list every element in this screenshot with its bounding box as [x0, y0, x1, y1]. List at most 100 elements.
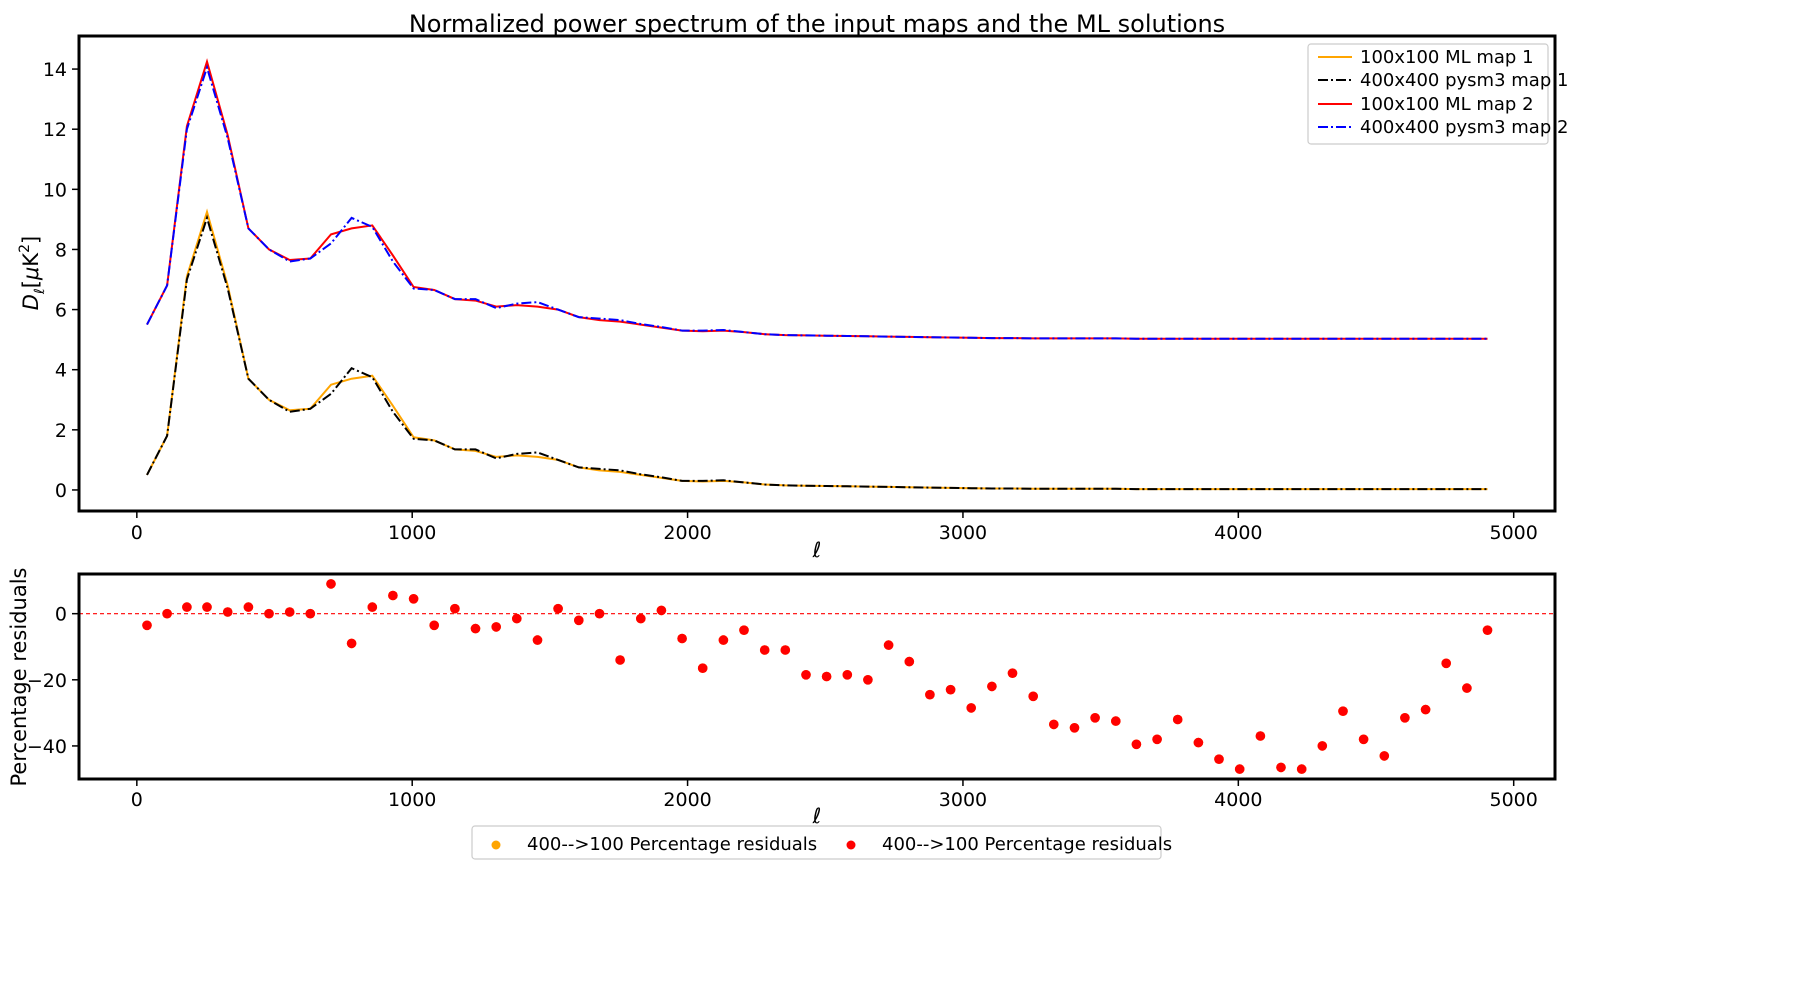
top-x-tick-label: 2000: [663, 522, 711, 544]
ylabel-unit: K: [19, 252, 43, 267]
top-x-tick-label: 1000: [388, 522, 436, 544]
residual-point-red: [1358, 734, 1369, 745]
residual-point-red: [1069, 723, 1080, 733]
bottom-x-tick-label: 4000: [1214, 789, 1262, 811]
legend-label-pysm3-map-2: 400x400 pysm3 map 2: [1360, 117, 1568, 138]
bottom-y-tick-label: −40: [27, 736, 67, 758]
legend-label-ml-map-1: 100x100 ML map 1: [1360, 47, 1534, 68]
residual-point-red: [284, 607, 295, 617]
residual-point-red: [1441, 658, 1451, 669]
ylabel-sup: 2: [17, 244, 33, 253]
residual-point-red: [243, 602, 254, 612]
residual-point-red: [346, 638, 357, 649]
residual-point-red: [1234, 764, 1245, 774]
residual-point-red: [512, 613, 522, 624]
residual-point-red: [883, 640, 894, 650]
residual-point-red: [966, 703, 976, 713]
bottom-axis-ticks: 0 1000 2000 3000 4000 5000 −40 −20 0: [27, 604, 1538, 811]
top-x-tick-label: 3000: [939, 522, 987, 544]
residual-point-red: [1276, 762, 1286, 773]
residual-point-red: [142, 620, 152, 631]
power-spectrum-chart: Normalized power spectrum of the input m…: [17, 10, 1568, 562]
residual-point-red: [1482, 625, 1493, 635]
residual-point-red: [1400, 713, 1410, 723]
bottom-y-axis-label: Percentage residuals: [7, 568, 31, 787]
legend-label-residuals-orange: 400-->100 Percentage residuals: [527, 834, 817, 855]
series-line-pysm3-map-1: [146, 214, 1488, 491]
ylabel-bracket-open: [: [19, 280, 43, 288]
top-legend-box: [1307, 43, 1549, 145]
residual-point-red: [821, 671, 832, 682]
top-y-tick-label: 0: [55, 480, 67, 502]
residual-point-red: [594, 608, 605, 619]
residual-point-red: [780, 645, 791, 655]
residual-point-red: [615, 655, 625, 665]
residual-point-red: [450, 603, 460, 614]
residual-point-red: [367, 602, 378, 612]
residual-point-red: [202, 602, 212, 612]
residual-point-red: [739, 625, 749, 635]
top-x-axis-label: ℓ: [812, 538, 822, 562]
residual-point-red: [697, 663, 708, 673]
residual-point-red: [553, 603, 563, 614]
top-y-axis-label: Dℓ[μK2]: [17, 236, 48, 310]
bottom-legend-box: [471, 825, 1162, 860]
top-legend: 100x100 ML map 1 400x400 pysm3 map 1 100…: [1307, 43, 1568, 145]
residual-point-red: [1296, 764, 1307, 774]
top-y-tick-label: 14: [43, 59, 67, 81]
top-y-tick-label: 10: [43, 179, 67, 201]
residual-point-red: [842, 670, 853, 680]
residual-point-red: [904, 656, 915, 667]
series-line-pysm3-map-2: [146, 64, 1488, 340]
top-y-tick-label: 4: [55, 360, 67, 382]
bottom-x-tick-label: 0: [131, 789, 143, 811]
legend-marker-orange: [491, 840, 501, 850]
bottom-y-tick-label: 0: [55, 604, 67, 626]
residual-point-red: [945, 684, 956, 695]
residual-point-red: [759, 645, 770, 655]
residual-point-red: [1214, 754, 1224, 764]
residual-point-red: [162, 608, 172, 619]
residual-point-red: [388, 590, 398, 601]
residual-point-red: [1028, 691, 1038, 702]
residuals-chart: 0 1000 2000 3000 4000 5000 −40 −20 0 ℓ Percentag…: [7, 568, 1557, 860]
residual-point-red: [222, 607, 233, 617]
residual-point-red: [326, 579, 336, 589]
top-y-tick-label: 2: [55, 420, 67, 442]
top-y-tick-label: 12: [43, 119, 67, 141]
residual-point-red: [656, 605, 667, 616]
top-y-tick-label: 6: [55, 300, 67, 322]
residual-point-red: [718, 635, 729, 645]
residual-point-red: [1193, 737, 1204, 748]
series-line-ml-map-2: [146, 58, 1488, 340]
residual-point-red: [636, 613, 646, 624]
residual-point-red: [574, 615, 584, 626]
top-plot-frame: [77, 34, 1557, 513]
residual-points: [142, 579, 1493, 774]
top-axis-ticks: 0 1000 2000 3000 4000 5000 0 2 4 6 8 10 12 14: [43, 59, 1538, 544]
bottom-x-tick-label: 2000: [663, 789, 711, 811]
residual-point-red: [1255, 731, 1266, 741]
ylabel-bracket-close: ]: [19, 236, 43, 244]
residual-point-red: [925, 689, 935, 700]
top-series-lines: [146, 58, 1488, 491]
residual-point-red: [305, 608, 316, 619]
top-x-tick-label: 5000: [1490, 522, 1538, 544]
residual-point-red: [1049, 719, 1059, 730]
residual-point-red: [1131, 739, 1142, 750]
bottom-x-tick-label: 3000: [939, 789, 987, 811]
legend-label-residuals-red: 400-->100 Percentage residuals: [882, 834, 1172, 855]
residual-point-red: [801, 670, 811, 680]
bottom-x-tick-label: 5000: [1490, 789, 1538, 811]
bottom-y-tick-label: −20: [27, 670, 67, 692]
legend-label-ml-map-2: 100x100 ML map 2: [1360, 94, 1534, 115]
bottom-x-tick-label: 1000: [388, 789, 436, 811]
ylabel-main: D: [19, 294, 43, 310]
residual-point-red: [677, 633, 687, 644]
residual-point-red: [408, 594, 419, 604]
residual-point-red: [532, 635, 543, 645]
residual-point-red: [1007, 668, 1018, 678]
residual-point-red: [1090, 713, 1100, 723]
residual-point-red: [182, 602, 192, 612]
series-line-ml-map-1: [146, 208, 1488, 491]
